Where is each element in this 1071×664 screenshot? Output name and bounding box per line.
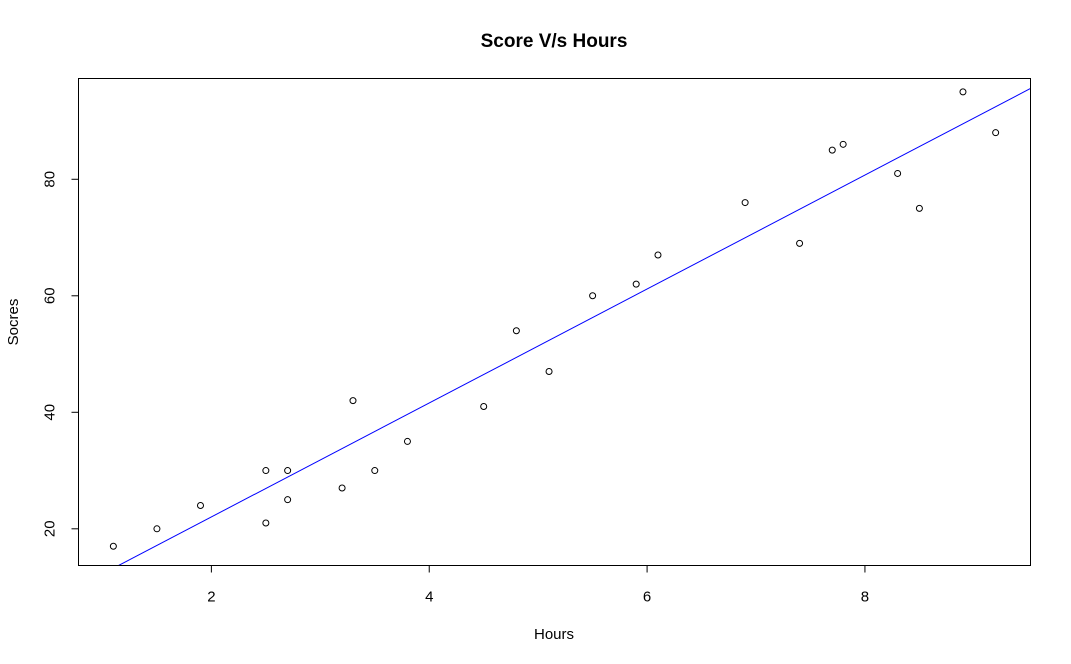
data-point <box>284 467 292 475</box>
data-point <box>741 199 749 207</box>
x-tick-label: 2 <box>207 589 215 606</box>
data-point <box>403 437 411 445</box>
y-tick-label: 40 <box>42 404 59 421</box>
chart-title: Score V/s Hours <box>481 31 628 52</box>
data-point <box>828 146 836 154</box>
data-point <box>992 129 1000 137</box>
y-tick-label: 60 <box>42 287 59 304</box>
y-tick-label: 80 <box>42 171 59 188</box>
data-point <box>959 88 967 96</box>
plot-frame <box>78 78 1031 566</box>
data-point <box>589 292 597 300</box>
data-point <box>632 280 640 288</box>
data-point <box>915 204 923 212</box>
data-point <box>796 239 804 247</box>
data-point <box>196 501 204 509</box>
regression-line <box>117 88 1031 566</box>
data-point <box>654 251 662 259</box>
y-axis-label: Socres <box>5 299 22 346</box>
x-axis: 2 4 6 8 <box>207 565 869 606</box>
x-tick-label: 8 <box>861 589 869 606</box>
x-tick-label: 6 <box>643 589 651 606</box>
data-point <box>545 368 553 376</box>
data-point <box>349 397 357 405</box>
x-axis-label: Hours <box>534 626 574 643</box>
data-point <box>894 169 902 177</box>
data-point <box>371 467 379 475</box>
data-point <box>839 140 847 148</box>
data-point <box>109 542 117 550</box>
data-point <box>262 519 270 527</box>
y-axis: 20 40 60 80 <box>42 171 79 537</box>
data-point <box>338 484 346 492</box>
data-point <box>262 467 270 475</box>
plot-area <box>109 88 1031 566</box>
y-tick-label: 20 <box>42 520 59 537</box>
x-tick-label: 4 <box>425 589 433 606</box>
data-point <box>480 402 488 410</box>
data-point <box>284 496 292 504</box>
data-point <box>153 525 161 533</box>
data-point <box>512 327 520 335</box>
